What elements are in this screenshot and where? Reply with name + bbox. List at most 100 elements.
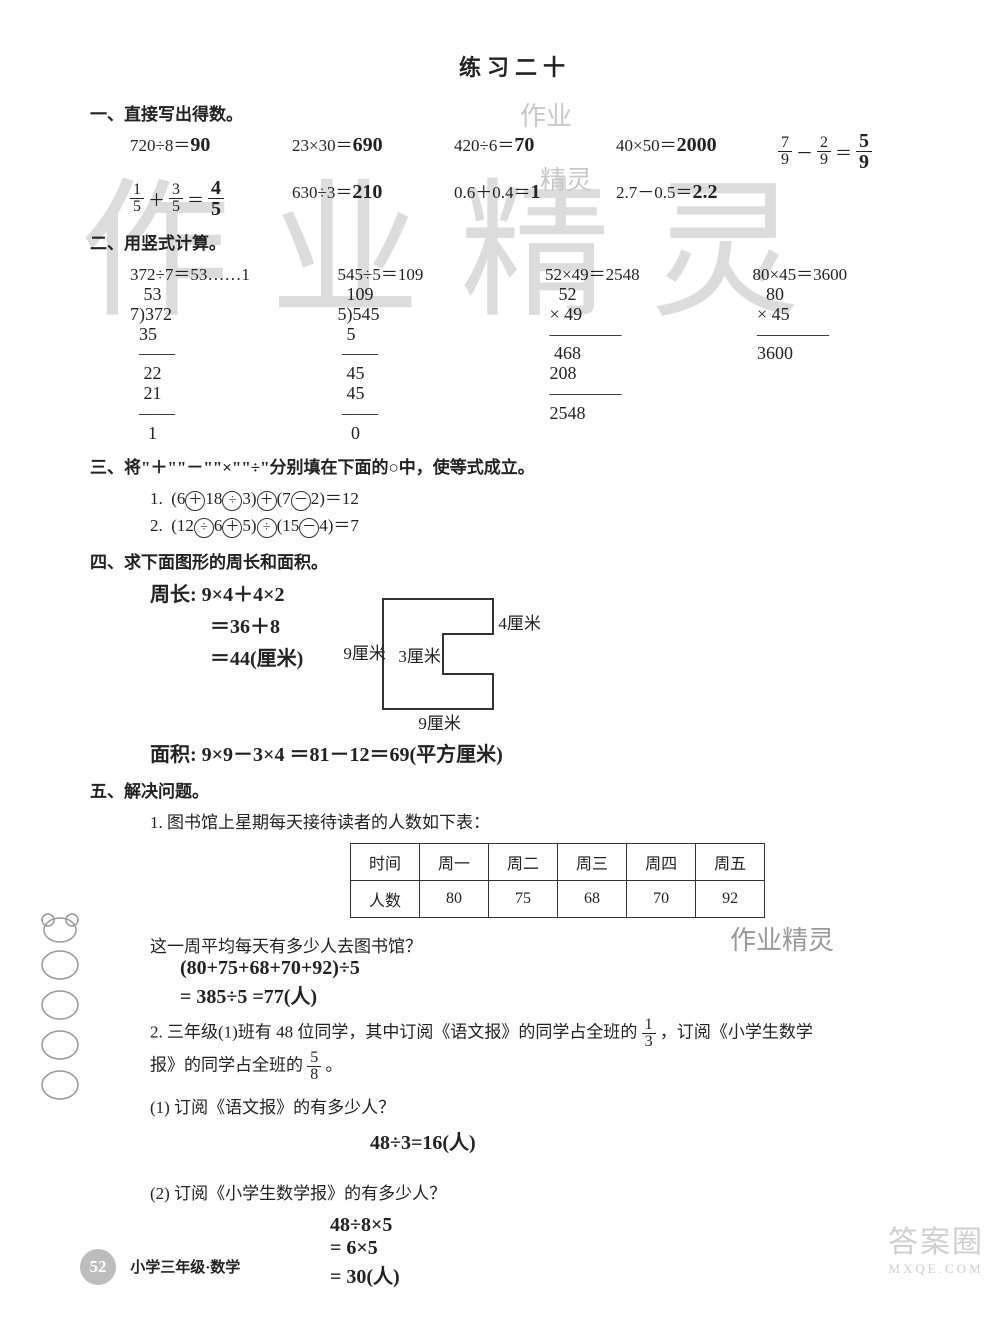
- expr: 23×30＝: [292, 136, 353, 155]
- th: 时间: [351, 844, 420, 881]
- s3-l2: 2. (12÷6＋5)÷(15－4)＝7: [150, 511, 940, 538]
- n2: 2: [817, 135, 831, 152]
- s1-row2: 15 ＋ 35 ＝ 45 630÷3＝210 0.6＋0.4＝1 2.7－0.5…: [130, 178, 940, 219]
- table-row: 时间 周一 周二 周三 周四 周五: [351, 844, 765, 881]
- ad: 9: [856, 152, 872, 172]
- p3: ＝44(厘米): [210, 643, 303, 675]
- expr: 2.7－0.5＝: [616, 183, 693, 202]
- s5-q2-2b: = 6×5: [330, 1237, 940, 1260]
- s2c: 52×49＝2548 52 × 49 ―――― 468 208 ―――― 254…: [545, 260, 733, 443]
- ans: 109: [398, 265, 424, 284]
- an: 4: [208, 178, 224, 199]
- s4-work: 周长: 9×4＋4×2 ＝36＋8 ＝44(厘米): [150, 579, 303, 675]
- p2: ＝36＋8: [210, 611, 303, 643]
- s4-area: 面积: 9×9－3×4 ＝81－12＝69(平方厘米): [150, 738, 940, 767]
- head: 372÷7＝: [130, 265, 190, 284]
- t: 2. 三年级(1)班有 48 位同学，其中订阅《语文报》的同学占全班的: [150, 1023, 637, 1042]
- expr: 720÷8＝: [130, 136, 190, 155]
- n2: 3: [169, 182, 183, 199]
- section-2-head: 二、用竖式计算。: [90, 229, 940, 254]
- ans: 2.2: [693, 181, 718, 203]
- s1r1-a: 720÷8＝90: [130, 131, 292, 172]
- c-shape-figure: 9厘米 3厘米 4厘米 9厘米: [343, 579, 543, 734]
- d2: 9: [817, 152, 831, 168]
- s5-q1b: 这一周平均每天有多少人去图书馆？: [150, 932, 940, 957]
- section-1-head: 一、直接写出得数。: [90, 100, 940, 125]
- ans: 210: [352, 181, 382, 203]
- td: 80: [420, 881, 489, 918]
- s1-row1: 720÷8＝90 23×30＝690 420÷6＝70 40×50＝2000 7…: [130, 131, 940, 172]
- table-row: 人数 80 75 68 70 92: [351, 881, 765, 918]
- d1: 5: [130, 199, 144, 215]
- section-3-head: 三、将"＋""－""×""÷"分别填在下面的○中，使等式成立。: [90, 453, 940, 478]
- t2: ，订阅《小学生数学: [660, 1023, 813, 1042]
- work: 52 × 49 ―――― 468 208 ―――― 2548: [545, 285, 733, 424]
- td: 75: [489, 881, 558, 918]
- s1r2-d: 2.7－0.5＝2.2: [616, 178, 778, 219]
- expr: 40×50＝: [616, 136, 677, 155]
- page-title: 练习二十: [90, 50, 940, 82]
- s5-q2-1a: 48÷3=16(人): [370, 1126, 940, 1155]
- ans: 3600: [813, 265, 847, 284]
- th: 周二: [489, 844, 558, 881]
- expr: 420÷6＝: [454, 136, 514, 155]
- th: 周三: [558, 844, 627, 881]
- expr: 630÷3＝: [292, 183, 352, 202]
- ans: 2548: [606, 265, 640, 284]
- lbl-left: 9厘米: [343, 639, 386, 664]
- s4-block: 周长: 9×4＋4×2 ＝36＋8 ＝44(厘米) 9厘米 3厘米 4厘米 9厘…: [150, 579, 940, 734]
- lbl-top: 4厘米: [498, 609, 541, 634]
- s1r1-b: 23×30＝690: [292, 131, 454, 172]
- work: 109 5)545 5 ―― 45 45 ―― 0: [338, 285, 526, 443]
- an: 5: [856, 131, 872, 152]
- ans: 690: [353, 134, 383, 156]
- s1r2-a: 15 ＋ 35 ＝ 45: [130, 178, 292, 219]
- t2: 。: [326, 1056, 343, 1075]
- ad: 5: [208, 199, 224, 219]
- s2d: 80×45＝3600 80 × 45 ―――― 3600: [753, 260, 941, 443]
- s1r2-c: 0.6＋0.4＝1: [454, 178, 616, 219]
- t: 报》的同学占全班的: [150, 1056, 303, 1075]
- n1: 7: [778, 135, 792, 152]
- s2a: 372÷7＝53……1 53 7)372 35 ―― 22 21 ―― 1: [130, 260, 318, 443]
- s5-q1w1: (80+75+68+70+92)÷5: [180, 957, 940, 980]
- mouse-decoration-icon: [30, 910, 90, 1110]
- work: 53 7)372 35 ―― 22 21 ―― 1: [130, 285, 318, 443]
- s2b: 545÷5＝109 109 5)545 5 ―― 45 45 ―― 0: [338, 260, 526, 443]
- s1r1-d: 40×50＝2000: [616, 131, 778, 172]
- s5-q2-2: (2) 订阅《小学生数学报》的有多少人？: [150, 1179, 940, 1204]
- head: 80×45＝: [753, 265, 814, 284]
- n1: 1: [130, 182, 144, 199]
- s1r1-e: 79 － 29 ＝ 59: [778, 131, 940, 172]
- s5-q1w2: = 385÷5 =77(人): [180, 980, 940, 1009]
- s1r1-c: 420÷6＝70: [454, 131, 616, 172]
- ans: 70: [514, 134, 534, 156]
- s5-q2-line2: 报》的同学占全班的 58 。: [150, 1050, 940, 1083]
- section-5-head: 五、解决问题。: [90, 777, 940, 802]
- d1: 9: [778, 152, 792, 168]
- th: 周一: [420, 844, 489, 881]
- td: 92: [696, 881, 765, 918]
- s1r2-b: 630÷3＝210: [292, 178, 454, 219]
- op: ＋: [148, 186, 165, 211]
- s5-q2-line1: 2. 三年级(1)班有 48 位同学，其中订阅《语文报》的同学占全班的 13 ，…: [150, 1017, 940, 1050]
- ans: 53……1: [190, 265, 250, 284]
- s5-q2-1: (1) 订阅《语文报》的有多少人？: [150, 1093, 940, 1118]
- ans: 1: [531, 181, 541, 203]
- th: 周五: [696, 844, 765, 881]
- head: 52×49＝: [545, 265, 606, 284]
- s5-q2-2c: = 30(人): [330, 1260, 940, 1289]
- work: 80 × 45 ―――― 3600: [753, 285, 941, 364]
- library-table: 时间 周一 周二 周三 周四 周五 人数 80 75 68 70 92: [350, 843, 765, 918]
- td: 人数: [351, 881, 420, 918]
- s5-q2-2a: 48÷8×5: [330, 1214, 940, 1237]
- section-4-head: 四、求下面图形的周长和面积。: [90, 548, 940, 573]
- td: 68: [558, 881, 627, 918]
- expr: 0.6＋0.4＝: [454, 183, 531, 202]
- p1: 9×4＋4×2: [202, 584, 285, 606]
- op: －: [796, 139, 813, 164]
- td: 70: [627, 881, 696, 918]
- th: 周四: [627, 844, 696, 881]
- ans: 2000: [677, 134, 717, 156]
- s2-row: 372÷7＝53……1 53 7)372 35 ―― 22 21 ―― 1 54…: [130, 260, 940, 443]
